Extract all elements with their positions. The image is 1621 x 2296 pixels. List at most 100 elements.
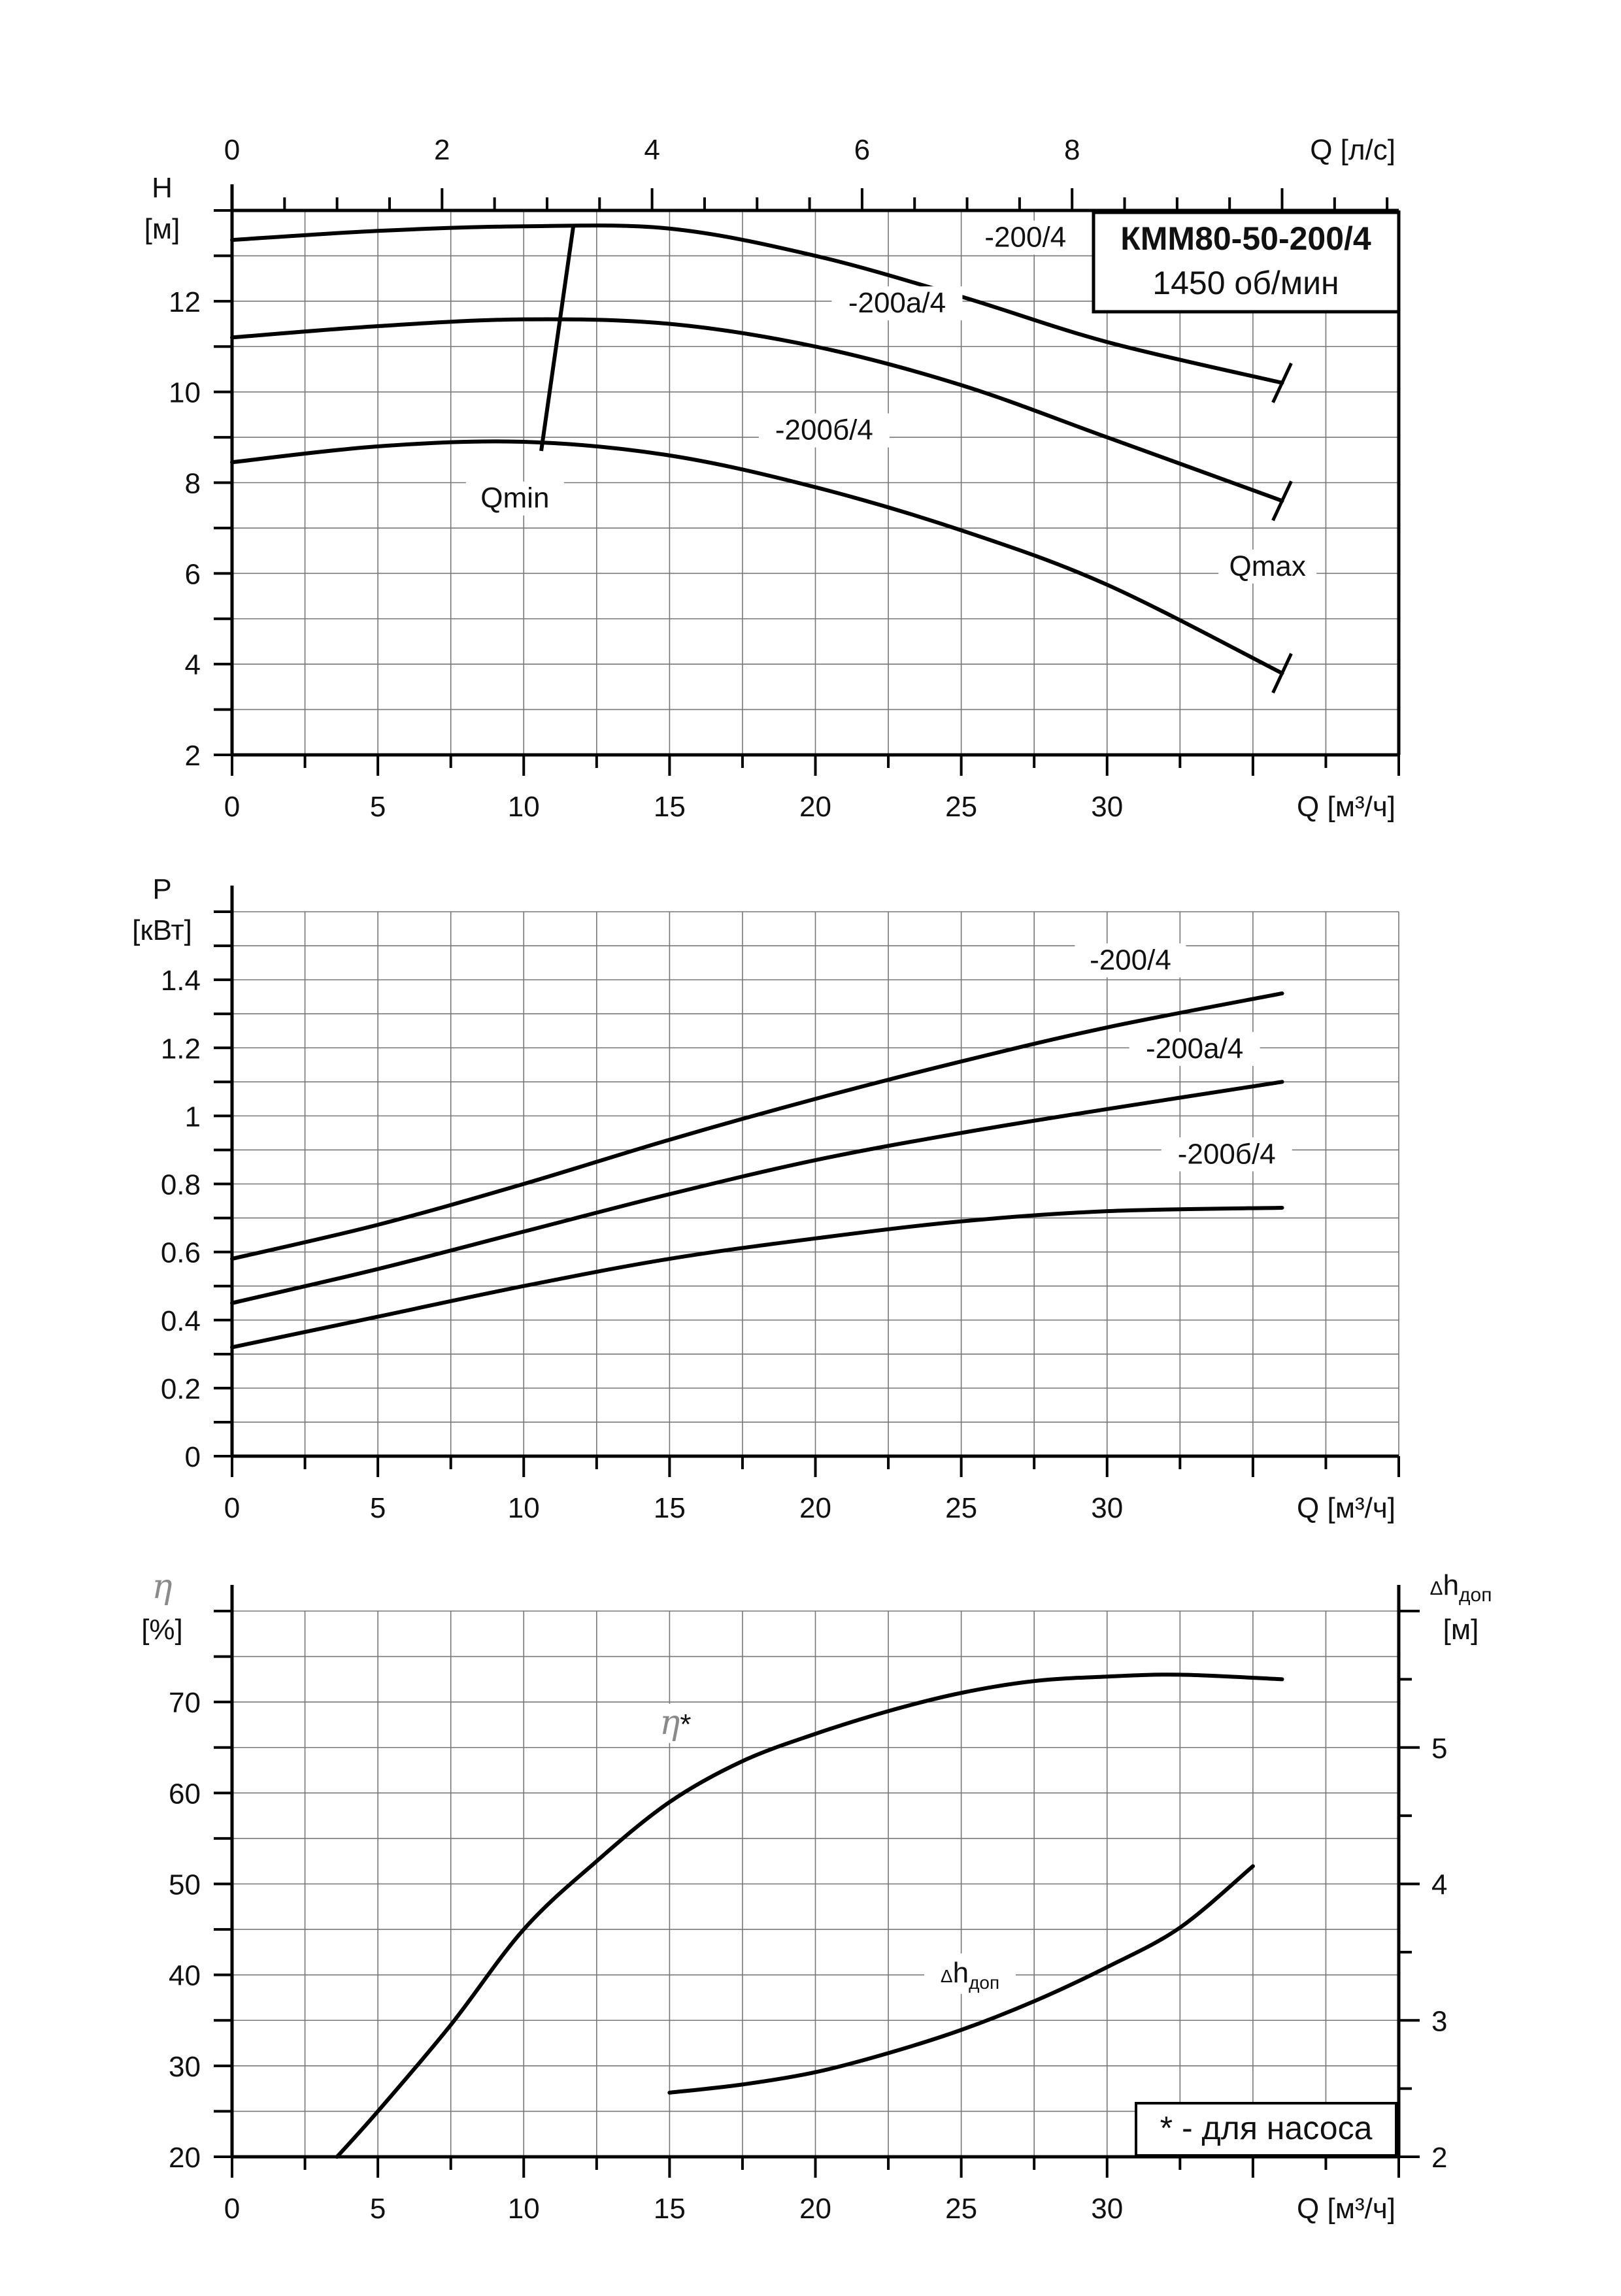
label-background bbox=[1218, 549, 1317, 584]
efficiency-curve bbox=[335, 1672, 1284, 2159]
qmin-label: Qmin bbox=[480, 482, 549, 514]
y2-tick-label: 4 bbox=[1431, 1869, 1447, 1901]
y-axis-symbol: η bbox=[152, 1567, 172, 1606]
x2-tick-label: 0 bbox=[224, 134, 240, 166]
head-curve-label: -200а/4 bbox=[848, 287, 946, 319]
x2-tick-label: 8 bbox=[1064, 134, 1080, 166]
y-tick-label: 12 bbox=[169, 286, 201, 318]
efficiency-label-star: * bbox=[680, 1708, 691, 1740]
x-axis-label: Q [м³/ч] bbox=[1297, 791, 1395, 823]
x-tick-label: 30 bbox=[1091, 2193, 1123, 2225]
y2-axis-symbol-main: h bbox=[1443, 1569, 1459, 1601]
power-curve-2 bbox=[230, 1080, 1284, 1305]
x-axis-label: Q [м³/ч] bbox=[1297, 1492, 1395, 1524]
efficiency-curve-label: η* bbox=[660, 1703, 691, 1742]
power-curve-3 bbox=[230, 1205, 1284, 1350]
power-curve-label: -200б/4 bbox=[1178, 1138, 1276, 1170]
y-tick-label: 2 bbox=[185, 740, 201, 772]
label-background bbox=[924, 1953, 1016, 1994]
npsh-label-main: h bbox=[953, 1957, 969, 1989]
y2-tick-label: 5 bbox=[1431, 1733, 1447, 1765]
x-tick-label: 0 bbox=[224, 2193, 240, 2225]
y-tick-label: 0.4 bbox=[161, 1305, 201, 1337]
y-tick-label: 1.2 bbox=[161, 1033, 201, 1065]
x-tick-label: 5 bbox=[370, 791, 386, 823]
x-tick-label: 5 bbox=[370, 1492, 386, 1524]
x2-tick-label: 4 bbox=[644, 134, 660, 166]
x-tick-label: 20 bbox=[799, 2193, 831, 2225]
y-tick-label: 1 bbox=[185, 1101, 201, 1133]
x-tick-label: 20 bbox=[799, 1492, 831, 1524]
power-curve-label: -200а/4 bbox=[1146, 1033, 1243, 1065]
y2-axis-symbol-delta: Δ bbox=[1430, 1578, 1443, 1599]
qmax-marker bbox=[1271, 362, 1293, 403]
y-tick-label: 6 bbox=[185, 558, 201, 590]
label-background bbox=[831, 286, 963, 321]
y-tick-label: 8 bbox=[185, 468, 201, 500]
y-tick-label: 0 bbox=[185, 1441, 201, 1473]
y-tick-label: 0.2 bbox=[161, 1373, 201, 1405]
label-background bbox=[643, 1703, 709, 1743]
label-background bbox=[465, 481, 564, 516]
y-axis-unit: [кВт] bbox=[132, 914, 192, 946]
y-axis-symbol: P bbox=[152, 873, 171, 905]
y-tick-label: 60 bbox=[169, 1778, 201, 1810]
note-box bbox=[1135, 2102, 1397, 2157]
y-tick-label: 0.8 bbox=[161, 1169, 201, 1201]
x-tick-label: 15 bbox=[654, 2193, 686, 2225]
y-tick-label: 70 bbox=[169, 1687, 201, 1719]
x-tick-label: 10 bbox=[508, 1492, 540, 1524]
x-tick-label: 15 bbox=[654, 1492, 686, 1524]
y-tick-label: 20 bbox=[169, 2142, 201, 2174]
y-axis-unit: [%] bbox=[141, 1614, 183, 1646]
x-axis-label: Q [м³/ч] bbox=[1297, 2193, 1395, 2225]
x-tick-label: 30 bbox=[1091, 791, 1123, 823]
qmax-marker bbox=[1271, 652, 1293, 694]
x-tick-label: 25 bbox=[945, 791, 977, 823]
x-tick-label: 10 bbox=[508, 2193, 540, 2225]
x-tick-label: 10 bbox=[508, 791, 540, 823]
y2-tick-label: 3 bbox=[1431, 2005, 1447, 2037]
y-axis-unit: [м] bbox=[144, 213, 180, 245]
x2-tick-label: 6 bbox=[854, 134, 870, 166]
npsh-curve bbox=[667, 1864, 1255, 2095]
y-tick-label: 4 bbox=[185, 649, 201, 681]
x2-axis-label: Q [л/с] bbox=[1310, 134, 1395, 166]
x2-tick-label: 2 bbox=[434, 134, 450, 166]
qmax-marker bbox=[1271, 480, 1293, 522]
x-tick-label: 0 bbox=[224, 1492, 240, 1524]
y-tick-label: 10 bbox=[169, 377, 201, 409]
y-tick-label: 1.4 bbox=[161, 965, 201, 997]
head-curve-label: -200б/4 bbox=[775, 414, 873, 446]
efficiency-label-symbol: η bbox=[660, 1703, 680, 1742]
label-background bbox=[969, 220, 1081, 255]
head-curve-3 bbox=[230, 439, 1284, 676]
y-tick-label: 0.6 bbox=[161, 1237, 201, 1269]
x-tick-label: 20 bbox=[799, 791, 831, 823]
y-tick-label: 40 bbox=[169, 1960, 201, 1992]
qmax-label: Qmax bbox=[1229, 550, 1306, 582]
power-curve-label: -200/4 bbox=[1090, 944, 1171, 976]
y-axis-symbol: H bbox=[152, 172, 173, 204]
y2-axis-unit: [м] bbox=[1443, 1614, 1479, 1646]
title-box bbox=[1092, 210, 1401, 314]
head-curve-2 bbox=[230, 317, 1284, 503]
npsh-curve-label: Δhдоп bbox=[941, 1957, 999, 1993]
y-tick-label: 30 bbox=[169, 2051, 201, 2083]
x-tick-label: 15 bbox=[654, 791, 686, 823]
y2-tick-label: 2 bbox=[1431, 2142, 1447, 2174]
chart-subtitle: 1450 об/мин bbox=[1152, 265, 1339, 301]
y2-axis-symbol-sub: доп bbox=[1459, 1584, 1492, 1606]
label-background bbox=[1129, 1031, 1260, 1066]
y2-axis-symbol: Δhдоп bbox=[1430, 1569, 1492, 1606]
y-tick-label: 50 bbox=[169, 1869, 201, 1901]
x-tick-label: 0 bbox=[224, 791, 240, 823]
chart-title: КММ80-50-200/4 bbox=[1120, 220, 1371, 257]
head-curve-1 bbox=[230, 224, 1284, 385]
panel-power: 0 0.2 0.4 0.6 0.8 1 1.2 1.4 0 5 10 15 20 25 30 Q [м³/ч]… bbox=[132, 873, 1400, 1524]
x-tick-label: 25 bbox=[945, 1492, 977, 1524]
x-tick-label: 5 bbox=[370, 2193, 386, 2225]
x-tick-label: 30 bbox=[1091, 1492, 1123, 1524]
